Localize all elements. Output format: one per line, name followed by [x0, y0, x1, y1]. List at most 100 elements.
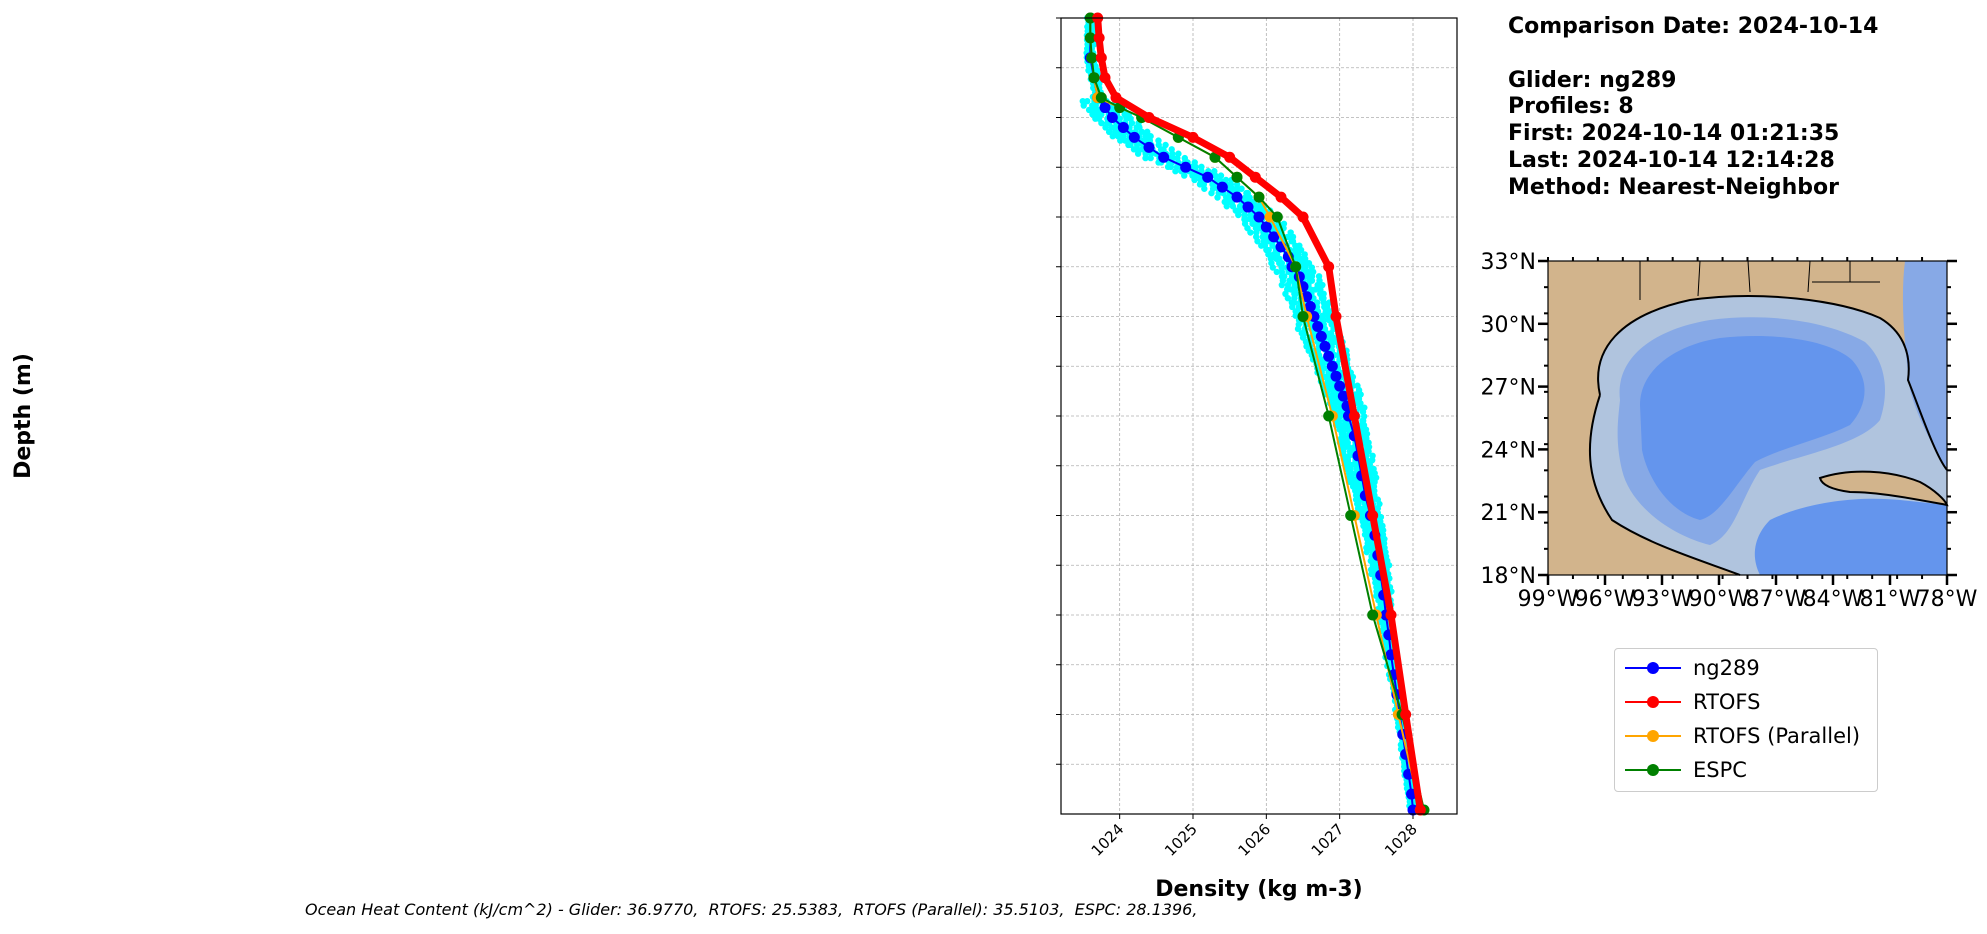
series-point	[1268, 231, 1280, 243]
map-caribbean	[1754, 498, 1947, 575]
series-point	[1086, 52, 1098, 64]
legend-label: RTOFS	[1693, 690, 1761, 714]
map-lat-label: 30°N	[1481, 313, 1536, 338]
legend: ng289 RTOFS RTOFS (Parallel) ESPC	[1614, 648, 1878, 792]
glider-obs-point	[1328, 395, 1335, 403]
glider-obs-point	[1292, 290, 1300, 298]
series-point	[1143, 141, 1155, 153]
glider-obs-point	[1304, 268, 1312, 276]
glider-obs-point	[1144, 128, 1151, 136]
glider-obs-point	[1247, 216, 1255, 223]
legend-entry-ng289: ng289	[1625, 653, 1760, 683]
glider-obs-point	[1223, 203, 1230, 210]
series-point	[1275, 191, 1287, 203]
series-point	[1253, 191, 1265, 203]
glider-obs-point	[1281, 273, 1288, 280]
series-point	[1231, 171, 1243, 183]
glider-obs-point	[1371, 492, 1378, 499]
series-point	[1106, 112, 1118, 123]
series-point	[1242, 201, 1254, 213]
legend-label: ESPC	[1693, 758, 1747, 782]
first-time: First: 2024-10-14 01:21:35	[1508, 121, 1840, 147]
info-panel: Comparison Date: 2024-10-14 Glider: ng28…	[1508, 14, 1878, 202]
legend-label: RTOFS (Parallel)	[1693, 724, 1861, 748]
map-lat-label: 33°N	[1481, 250, 1536, 275]
series-point	[1231, 191, 1243, 203]
series-point	[1271, 211, 1283, 223]
map-atlantic	[1902, 261, 1947, 470]
map-coastline	[1588, 295, 1948, 576]
glider-obs-point	[1317, 286, 1324, 293]
glider-obs-point	[1168, 146, 1175, 153]
glider-obs-point	[1247, 229, 1254, 236]
glider-obs-point	[1287, 286, 1295, 293]
series-point	[1312, 320, 1324, 332]
glider-obs-point	[1278, 281, 1286, 289]
series-point	[1319, 340, 1331, 352]
glider-obs-point	[1222, 176, 1230, 184]
series-point	[1315, 330, 1327, 342]
series-point	[1249, 171, 1261, 183]
y-axis-label: Depth (m)	[11, 353, 36, 479]
series-point	[1095, 92, 1107, 104]
glider-obs-point	[1278, 259, 1286, 267]
glider-obs-point	[1273, 268, 1280, 276]
glider-obs-point	[1265, 246, 1272, 254]
legend-entry-rtofs-parallel: RTOFS (Parallel)	[1625, 721, 1860, 751]
series-point	[1187, 131, 1199, 143]
glider-obs-point	[1301, 255, 1309, 262]
glider-obs-point	[1147, 133, 1154, 140]
x-axis-label: Density (kg m-3)	[1155, 877, 1363, 902]
series-point	[1304, 301, 1316, 313]
legend-entry-rtofs: RTOFS	[1625, 687, 1760, 717]
glider-obs-point	[1291, 299, 1298, 306]
series-point	[1334, 380, 1346, 392]
legend-entry-espc: ESPC	[1625, 755, 1747, 785]
glider-obs-point	[1312, 286, 1319, 293]
glider-obs-point	[1127, 115, 1134, 122]
series-point	[1095, 52, 1107, 64]
series-point	[1128, 131, 1140, 143]
series-point	[1323, 350, 1335, 362]
glider-obs-point	[1155, 137, 1162, 144]
glider-obs-point	[1181, 154, 1188, 162]
glider-obs-point	[1211, 168, 1218, 175]
glider-obs-point	[1233, 181, 1241, 188]
map-lon-label: 99°W	[1518, 587, 1579, 612]
glider-obs-point	[1325, 378, 1333, 385]
series-point	[1158, 151, 1170, 163]
glider-obs-point	[1366, 461, 1373, 468]
series-point	[1117, 121, 1129, 133]
series-point	[1326, 360, 1338, 372]
glider-obs-point	[1269, 264, 1277, 271]
glider-obs-point	[1320, 294, 1327, 302]
glider-obs-point	[1357, 400, 1364, 407]
glider-obs-point	[1084, 97, 1091, 105]
series-point	[1110, 92, 1122, 104]
glider-obs-point	[1098, 111, 1105, 118]
glider-obs-point	[1289, 238, 1297, 245]
map-lon-label: 84°W	[1803, 587, 1864, 612]
series-point	[1414, 804, 1426, 816]
series-point	[1367, 609, 1379, 621]
glider-obs-point	[1116, 115, 1123, 122]
series-point	[1084, 32, 1096, 44]
glider-obs-point	[1365, 448, 1372, 455]
map-lon-label: 96°W	[1575, 587, 1636, 612]
glider-obs-point	[1321, 365, 1328, 372]
map-lon-label: 87°W	[1746, 587, 1807, 612]
glider-obs-point	[1331, 404, 1338, 411]
series-point	[1330, 311, 1342, 322]
series-point	[1088, 72, 1100, 84]
series-point	[1385, 609, 1397, 621]
series-point	[1099, 72, 1111, 84]
tick-label-x: 1028	[1381, 820, 1421, 860]
last-time: Last: 2024-10-14 12:14:28	[1508, 147, 1835, 173]
tick-label-x: 1025	[1161, 820, 1201, 860]
glider-obs-point	[1191, 159, 1198, 166]
glider-obs-point	[1287, 277, 1295, 284]
series-point	[1297, 311, 1309, 322]
glider-obs-point	[1136, 124, 1143, 131]
